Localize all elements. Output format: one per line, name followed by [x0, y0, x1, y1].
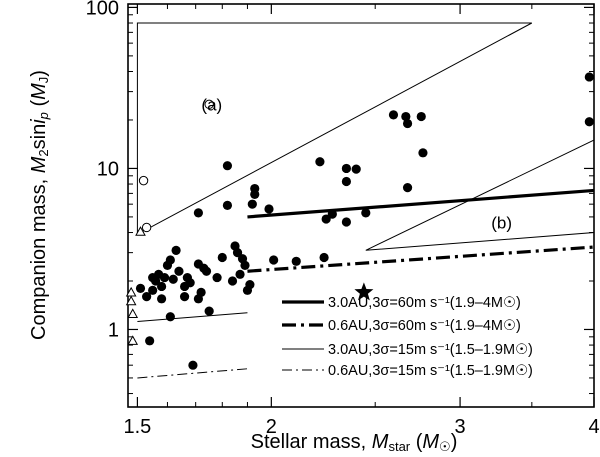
data-point — [247, 199, 257, 209]
data-point-triangle — [127, 308, 139, 318]
data-point — [245, 279, 255, 290]
data-point — [584, 72, 594, 82]
data-point — [165, 255, 175, 265]
data-point — [402, 118, 413, 129]
data-point — [361, 208, 371, 218]
limit-line — [137, 368, 248, 379]
data-point-star — [354, 282, 374, 301]
legend-label: 0.6AU,3σ=15m s⁻¹(1.5–1.9M☉) — [328, 363, 533, 379]
legend-label: 0.6AU,3σ=60m s⁻¹(1.9–4M☉) — [328, 318, 521, 334]
data-point — [402, 183, 413, 193]
data-point — [291, 256, 301, 266]
y-axis-title: Companion mass, M2sinip (MJ) — [28, 70, 51, 340]
data-point — [222, 200, 233, 210]
data-point — [222, 161, 233, 171]
data-point — [201, 266, 212, 276]
region-triangle — [136, 22, 533, 236]
y-tick-label: 100 — [86, 0, 119, 19]
legend-label: 3.0AU,3σ=15m s⁻¹(1.5–1.9M☉) — [328, 342, 533, 358]
data-point — [341, 163, 351, 174]
data-point — [156, 294, 167, 304]
data-point — [193, 208, 204, 218]
data-point — [142, 291, 152, 302]
data-point — [156, 281, 167, 292]
region-label: (b) — [491, 214, 512, 233]
data-point — [418, 148, 428, 158]
region-label: (a) — [201, 95, 222, 114]
data-point — [232, 248, 243, 258]
data-point — [250, 183, 260, 194]
data-point-triangle — [127, 335, 139, 345]
region-triangle — [365, 139, 595, 251]
data-point — [159, 272, 170, 283]
data-point-open — [204, 99, 214, 110]
data-point — [240, 260, 250, 270]
limit-line — [247, 188, 595, 219]
data-point — [168, 274, 178, 284]
data-point — [401, 111, 411, 122]
data-point — [341, 217, 351, 227]
data-point-open — [141, 222, 152, 233]
data-point — [188, 360, 198, 370]
data-point — [165, 312, 175, 322]
data-point — [185, 278, 195, 288]
data-point — [584, 117, 594, 127]
data-point — [204, 306, 214, 316]
data-point-triangle — [125, 295, 137, 306]
y-tick-label: 10 — [97, 158, 119, 180]
data-point — [174, 266, 184, 276]
limit-line — [247, 245, 595, 273]
data-point — [148, 285, 158, 295]
data-point — [416, 111, 426, 122]
data-point — [135, 283, 146, 293]
data-point — [145, 336, 155, 346]
x-tick-label: 4 — [588, 416, 599, 438]
data-point — [269, 255, 279, 265]
data-point — [217, 252, 227, 263]
data-point — [388, 110, 399, 120]
limit-line — [137, 312, 248, 323]
data-point — [227, 276, 238, 286]
data-point — [315, 157, 325, 167]
data-point — [179, 291, 190, 302]
data-point — [319, 252, 329, 263]
data-point — [212, 272, 222, 283]
data-point — [235, 269, 245, 279]
data-point — [321, 214, 331, 224]
y-tick-label: 1 — [108, 319, 119, 341]
x-axis-title: Stellar mass, Mstar (M☉) — [251, 431, 458, 454]
data-point — [327, 209, 337, 219]
x-tick-label: 1.5 — [123, 416, 151, 438]
data-point-triangle — [135, 226, 146, 236]
x-tick-label: 3 — [455, 416, 466, 438]
legend-label: 3.0AU,3σ=60m s⁻¹(1.9–4M☉) — [328, 295, 521, 311]
data-point — [264, 204, 274, 214]
data-point — [341, 176, 351, 187]
data-point — [351, 164, 361, 174]
data-point-open — [138, 175, 149, 186]
data-point — [196, 287, 206, 297]
x-tick-label: 2 — [266, 416, 277, 438]
data-point — [171, 245, 181, 255]
